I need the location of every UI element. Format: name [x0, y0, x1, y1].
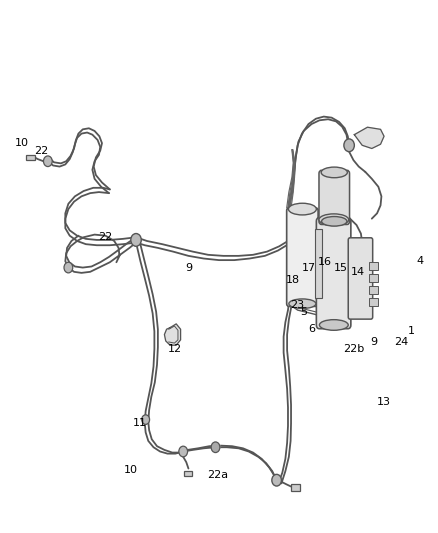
- Ellipse shape: [319, 214, 349, 225]
- Circle shape: [131, 233, 141, 246]
- Text: 22: 22: [99, 232, 113, 243]
- Polygon shape: [164, 324, 180, 345]
- FancyBboxPatch shape: [348, 238, 373, 319]
- Circle shape: [179, 446, 187, 457]
- Text: 6: 6: [308, 324, 315, 334]
- Text: 10: 10: [14, 138, 28, 148]
- Bar: [314, 229, 321, 298]
- FancyBboxPatch shape: [316, 217, 351, 329]
- Text: 22b: 22b: [343, 344, 364, 354]
- Text: 18: 18: [286, 275, 300, 285]
- Text: 22: 22: [34, 146, 48, 156]
- Ellipse shape: [321, 216, 347, 226]
- Bar: [369, 274, 378, 282]
- Bar: [369, 262, 378, 270]
- Text: 14: 14: [351, 267, 365, 277]
- Text: 24: 24: [394, 337, 409, 347]
- Ellipse shape: [288, 203, 316, 215]
- Ellipse shape: [289, 299, 316, 309]
- Text: 15: 15: [333, 263, 347, 272]
- Circle shape: [272, 474, 282, 486]
- Text: 11: 11: [133, 418, 147, 429]
- Text: 23: 23: [290, 300, 304, 310]
- FancyBboxPatch shape: [287, 208, 318, 306]
- Bar: [290, 484, 300, 491]
- Text: 9: 9: [371, 337, 378, 347]
- Text: 10: 10: [124, 465, 138, 474]
- Text: 4: 4: [416, 256, 424, 266]
- Circle shape: [142, 415, 150, 424]
- Text: 1: 1: [408, 326, 415, 336]
- Bar: [369, 298, 378, 306]
- Text: 5: 5: [300, 306, 307, 317]
- Bar: [26, 155, 35, 160]
- Bar: [369, 286, 378, 294]
- Text: 16: 16: [318, 257, 332, 267]
- FancyBboxPatch shape: [319, 170, 350, 224]
- Circle shape: [64, 262, 73, 273]
- Circle shape: [43, 156, 52, 166]
- Text: 9: 9: [185, 263, 192, 272]
- Ellipse shape: [321, 167, 347, 177]
- Circle shape: [344, 139, 354, 152]
- Text: 12: 12: [167, 344, 181, 354]
- Text: 13: 13: [377, 397, 391, 407]
- Text: 17: 17: [302, 263, 316, 272]
- Ellipse shape: [319, 320, 348, 330]
- Text: 22a: 22a: [208, 470, 229, 480]
- Polygon shape: [354, 127, 384, 149]
- Bar: [184, 471, 192, 477]
- Circle shape: [211, 442, 220, 453]
